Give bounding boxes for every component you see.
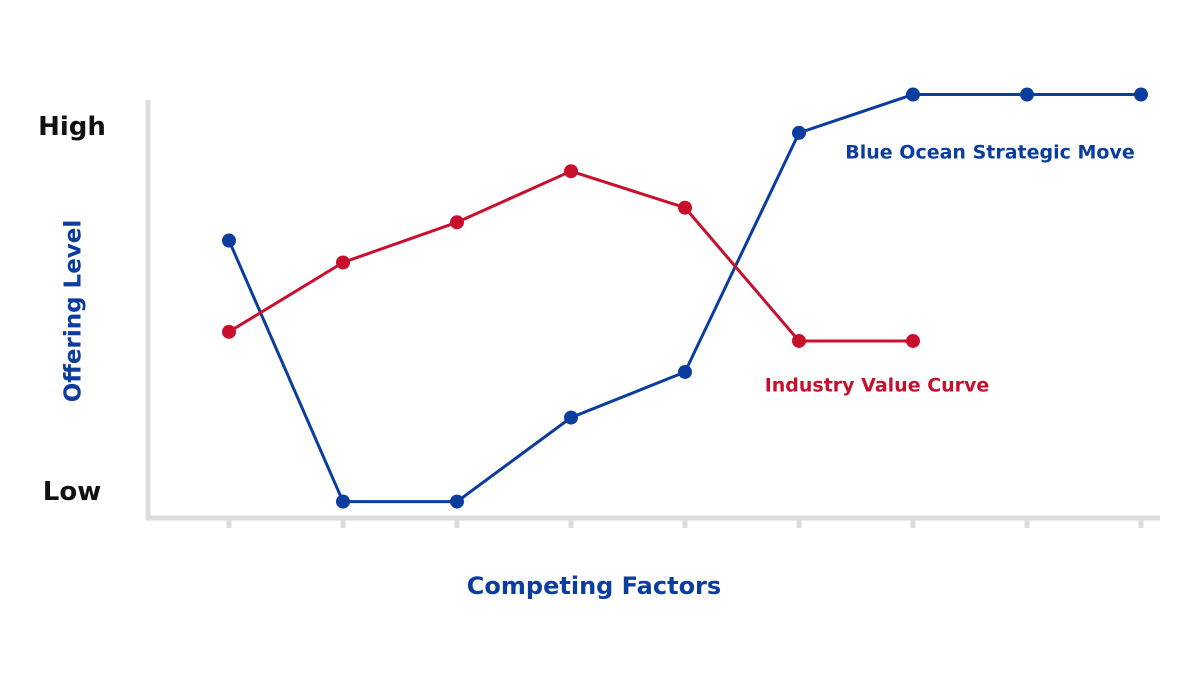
series-line (228, 169, 913, 343)
point (906, 333, 920, 348)
y-axis-label: Offering Level (61, 220, 87, 403)
point (564, 410, 578, 425)
point (678, 200, 692, 215)
point (792, 333, 806, 348)
point (1134, 87, 1148, 102)
point (222, 324, 236, 339)
point (678, 364, 692, 379)
x-axis-label: Competing Factors (467, 572, 721, 600)
point (792, 125, 806, 140)
point (564, 164, 578, 179)
point (222, 233, 236, 248)
point (450, 215, 464, 230)
point (336, 255, 350, 270)
point (906, 87, 920, 102)
point (450, 494, 464, 509)
y-tick-label: Low (43, 477, 101, 507)
point (336, 494, 350, 509)
series-label: Blue Ocean Strategic Move (845, 142, 1134, 164)
point (1020, 87, 1034, 102)
series-label: Industry Value Curve (765, 375, 990, 397)
y-tick-label: High (38, 112, 106, 142)
